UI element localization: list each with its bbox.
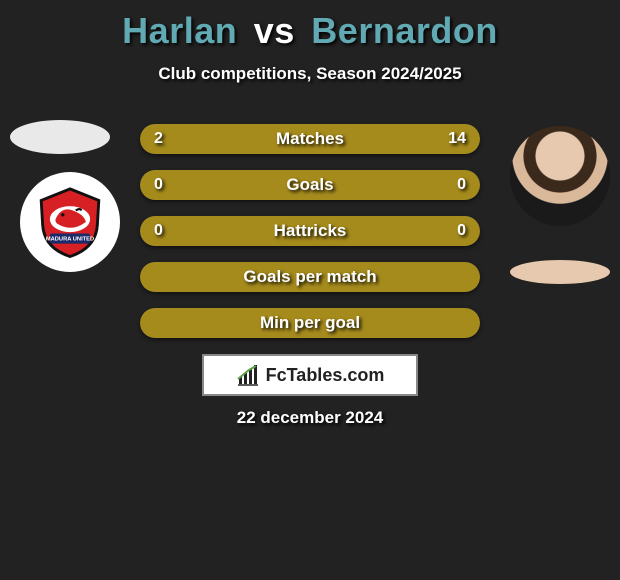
stat-label: Matches <box>140 124 480 154</box>
stat-value-right: 0 <box>457 170 466 200</box>
page-title: Harlan vs Bernardon <box>0 0 620 52</box>
stat-value-right: 0 <box>457 216 466 246</box>
stat-row-goals-per-match: Goals per match <box>140 262 480 292</box>
player2-placeholder-oval <box>510 260 610 284</box>
player1-club-badge: MADURA UNITED <box>20 172 120 272</box>
stat-label: Goals <box>140 170 480 200</box>
stat-label: Min per goal <box>140 308 480 338</box>
club-badge-icon: MADURA UNITED <box>34 186 106 258</box>
stat-value-right: 14 <box>448 124 466 154</box>
vs-label: vs <box>254 10 295 51</box>
date-label: 22 december 2024 <box>0 408 620 428</box>
svg-text:MADURA UNITED: MADURA UNITED <box>46 237 94 243</box>
bar-chart-icon <box>236 363 260 387</box>
player2-name: Bernardon <box>311 10 498 51</box>
infographic-root: Harlan vs Bernardon Club competitions, S… <box>0 0 620 580</box>
stat-row-hattricks: 0 Hattricks 0 <box>140 216 480 246</box>
stat-label: Hattricks <box>140 216 480 246</box>
stat-row-goals: 0 Goals 0 <box>140 170 480 200</box>
player1-placeholder-oval <box>10 120 110 154</box>
stats-container: 2 Matches 14 0 Goals 0 0 Hattricks 0 Goa… <box>140 124 480 354</box>
source-logo-text: FcTables.com <box>266 365 385 386</box>
player2-photo <box>510 126 610 226</box>
stat-row-min-per-goal: Min per goal <box>140 308 480 338</box>
stat-label: Goals per match <box>140 262 480 292</box>
source-logo-box: FcTables.com <box>202 354 418 396</box>
stat-row-matches: 2 Matches 14 <box>140 124 480 154</box>
subtitle: Club competitions, Season 2024/2025 <box>0 64 620 84</box>
player1-name: Harlan <box>122 10 237 51</box>
